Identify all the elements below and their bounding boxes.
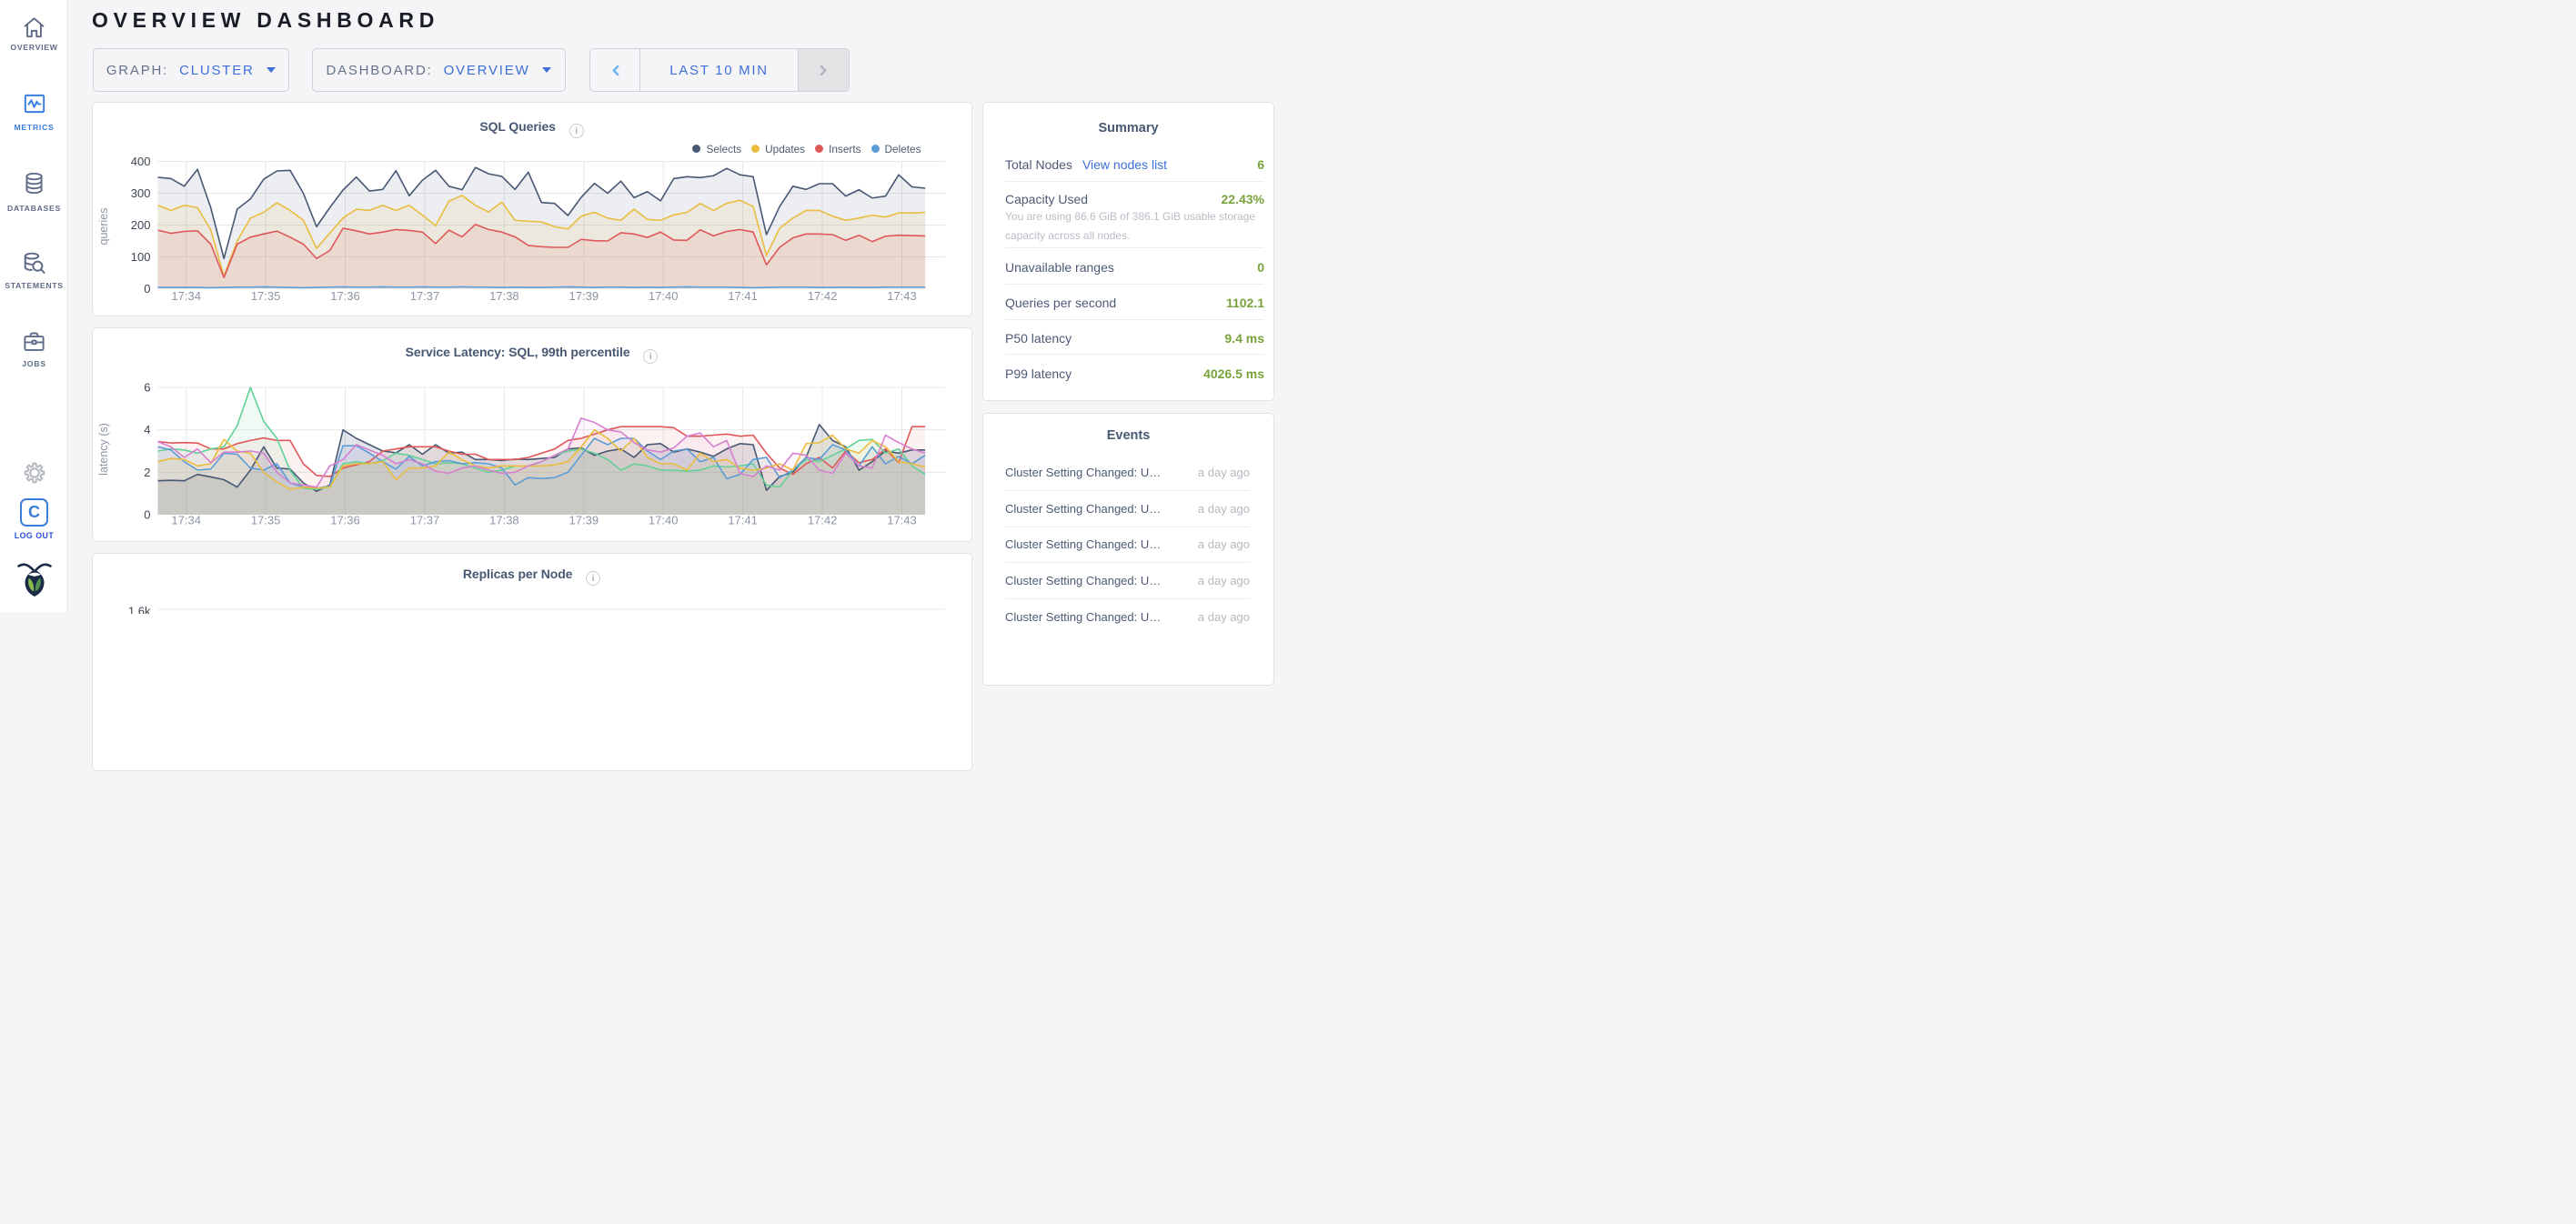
svg-text:400: 400 [130, 155, 150, 168]
svg-text:17:35: 17:35 [250, 514, 280, 527]
svg-text:100: 100 [130, 250, 150, 264]
svg-text:queries: queries [97, 208, 110, 246]
svg-text:17:43: 17:43 [887, 289, 917, 303]
svg-text:17:37: 17:37 [409, 514, 439, 527]
svg-text:17:37: 17:37 [409, 289, 439, 303]
svg-text:17:39: 17:39 [569, 289, 599, 303]
svg-text:17:40: 17:40 [648, 289, 678, 303]
svg-text:17:40: 17:40 [648, 514, 678, 527]
svg-text:17:42: 17:42 [807, 289, 837, 303]
svg-text:17:39: 17:39 [569, 514, 599, 527]
svg-text:0: 0 [144, 282, 150, 296]
svg-text:17:41: 17:41 [728, 514, 758, 527]
svg-text:17:38: 17:38 [489, 514, 519, 527]
svg-text:17:36: 17:36 [330, 514, 360, 527]
svg-text:6: 6 [144, 381, 150, 395]
svg-text:300: 300 [130, 186, 150, 200]
svg-text:2: 2 [144, 466, 150, 479]
svg-text:17:42: 17:42 [807, 514, 837, 527]
svg-text:17:34: 17:34 [171, 289, 201, 303]
svg-text:17:43: 17:43 [887, 514, 917, 527]
svg-text:0: 0 [144, 508, 150, 522]
svg-text:17:41: 17:41 [728, 289, 758, 303]
svg-text:17:35: 17:35 [250, 289, 280, 303]
svg-text:4: 4 [144, 423, 150, 436]
svg-text:latency (s): latency (s) [97, 423, 110, 476]
svg-text:17:36: 17:36 [330, 289, 360, 303]
svg-text:200: 200 [130, 218, 150, 232]
svg-text:17:34: 17:34 [171, 514, 201, 527]
svg-text:17:38: 17:38 [489, 289, 519, 303]
svg-text:1.6k: 1.6k [127, 605, 150, 615]
